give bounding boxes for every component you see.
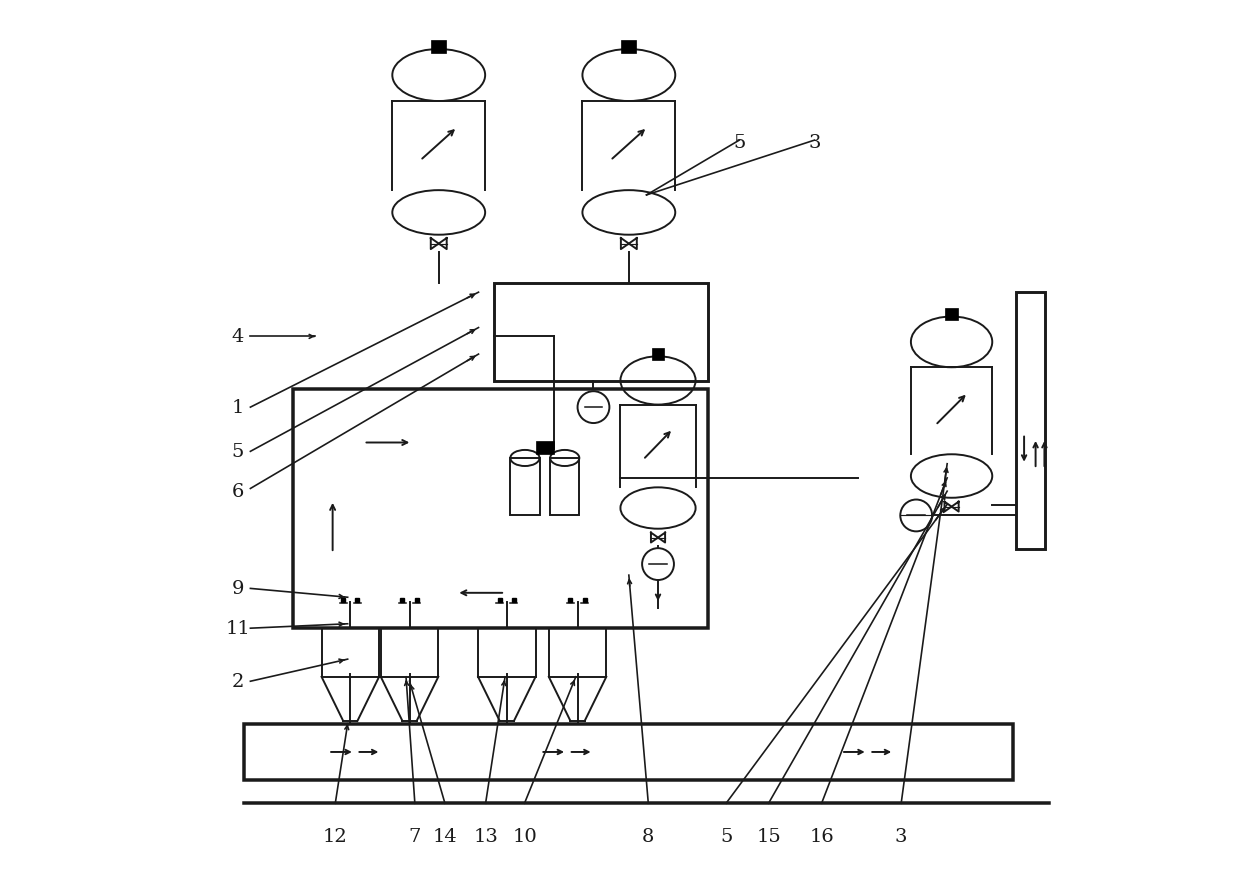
Text: 9: 9 [232, 579, 244, 598]
Text: 2: 2 [232, 672, 244, 690]
Text: 11: 11 [226, 619, 250, 637]
Text: 3: 3 [808, 134, 821, 152]
Bar [511, 458, 539, 516]
Bar [652, 348, 665, 361]
Bar [549, 628, 606, 677]
Bar [381, 628, 438, 677]
Bar [945, 308, 959, 321]
Text: 10: 10 [512, 827, 537, 845]
Text: 16: 16 [810, 827, 835, 845]
Bar [621, 41, 636, 54]
Text: 14: 14 [433, 827, 458, 845]
Bar [293, 390, 708, 628]
Text: 6: 6 [232, 483, 244, 501]
Bar [479, 628, 536, 677]
Text: 4: 4 [232, 328, 244, 346]
Text: 12: 12 [322, 827, 347, 845]
Text: 7: 7 [409, 827, 422, 845]
Text: 13: 13 [474, 827, 498, 845]
Bar [321, 628, 379, 677]
Bar [536, 442, 554, 454]
Bar [495, 284, 708, 381]
Text: 5: 5 [720, 827, 733, 845]
Text: 8: 8 [642, 827, 655, 845]
Text: 15: 15 [756, 827, 781, 845]
Bar [244, 724, 1013, 781]
Text: 1: 1 [232, 399, 244, 416]
Text: 5: 5 [733, 134, 745, 152]
Text: 3: 3 [895, 827, 908, 845]
Text: 5: 5 [232, 443, 244, 461]
Bar [1016, 293, 1045, 549]
Bar [551, 458, 579, 516]
Bar [432, 41, 446, 54]
